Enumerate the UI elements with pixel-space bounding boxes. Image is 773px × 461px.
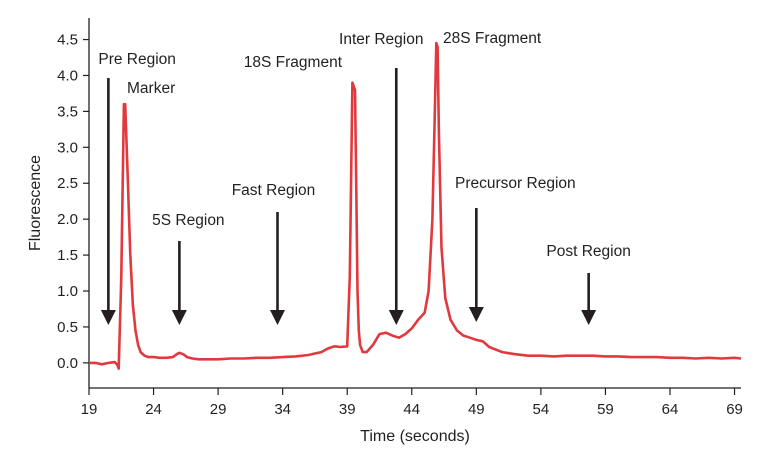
y-tick-label: 2.0: [57, 211, 78, 228]
y-tick-label: 1.5: [57, 247, 78, 264]
x-tick-label: 39: [339, 401, 356, 418]
x-tick-label: 69: [726, 401, 743, 418]
x-tick-label: 64: [662, 401, 679, 418]
y-tick-label: 2.5: [57, 175, 78, 192]
region-label: Precursor Region: [455, 175, 576, 192]
region-label: Pre Region: [98, 51, 176, 68]
annotation-labels: Pre Region 5S Region Fast Region Inter Regi…: [98, 30, 631, 260]
y-tick-label: 4.5: [57, 32, 78, 49]
x-axis-label: Time (seconds): [360, 428, 470, 445]
region-label: Inter Region: [339, 31, 423, 48]
region-arrow-head: [171, 310, 187, 325]
region-arrows: [100, 68, 597, 325]
y-tick-label: 1.0: [57, 283, 78, 300]
region-arrow-head: [269, 310, 285, 325]
region-arrow-head: [581, 310, 597, 325]
region-label: Fast Region: [232, 182, 316, 199]
region-arrow-head: [100, 310, 116, 325]
peak-label: Marker: [127, 80, 175, 97]
x-tick-label: 29: [210, 401, 227, 418]
axes: [88, 18, 741, 389]
x-axis-ticks: 19 24 29 34 39 44 49 54 59 64 69: [81, 388, 743, 418]
region-arrow-head: [468, 307, 484, 322]
region-label: Post Region: [546, 243, 630, 260]
peak-label: 28S Fragment: [443, 30, 542, 47]
fluorescence-trace: [89, 41, 742, 370]
x-tick-label: 34: [274, 401, 291, 418]
y-tick-label: 0.0: [57, 355, 78, 372]
y-tick-label: 4.0: [57, 67, 78, 84]
region-label: 5S Region: [152, 212, 224, 229]
y-axis-ticks: 0.0 0.5 1.0 1.5 2.0 2.5 3.0 3.5 4.0 4.5: [57, 32, 89, 372]
y-tick-label: 0.5: [57, 319, 78, 336]
x-tick-label: 19: [81, 401, 98, 418]
x-tick-label: 54: [533, 401, 550, 418]
x-tick-label: 44: [403, 401, 420, 418]
y-tick-label: 3.5: [57, 103, 78, 120]
peak-label: 18S Fragment: [244, 54, 343, 71]
y-tick-label: 3.0: [57, 139, 78, 156]
x-tick-label: 24: [145, 401, 162, 418]
region-arrow-head: [388, 310, 404, 325]
x-tick-label: 49: [468, 401, 485, 418]
y-axis-label: Fluorescence: [27, 155, 44, 251]
x-tick-label: 59: [597, 401, 614, 418]
